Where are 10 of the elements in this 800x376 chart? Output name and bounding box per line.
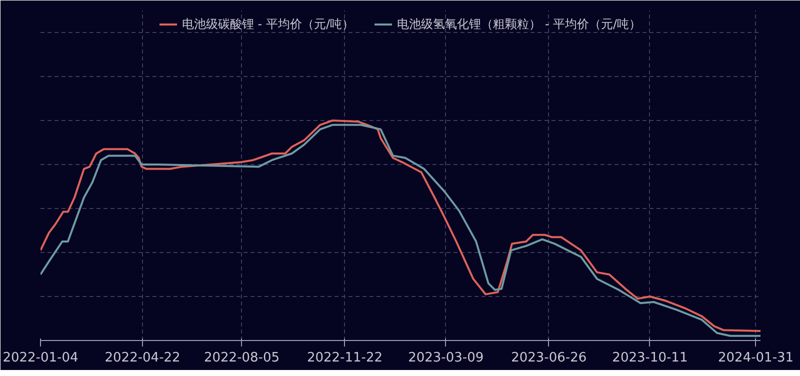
legend-label: 电池级氢氧化锂（粗颗粒） - 平均价（元/吨） [397,16,642,32]
x-tick-label: 2022-04-22 [104,350,180,366]
x-tick-label: 2023-06-26 [511,350,587,366]
x-tick-label: 2024-01-31 [718,350,794,366]
x-tick-label: 2022-01-04 [2,350,78,366]
x-tick-label: 2022-11-22 [306,350,383,366]
x-tick-label: 2023-03-09 [408,350,484,366]
x-tick-label: 2022-08-05 [204,350,280,366]
legend-label: 电池级碳酸锂 - 平均价（元/吨） [182,16,354,32]
x-tick-label: 2023-10-11 [612,350,688,366]
